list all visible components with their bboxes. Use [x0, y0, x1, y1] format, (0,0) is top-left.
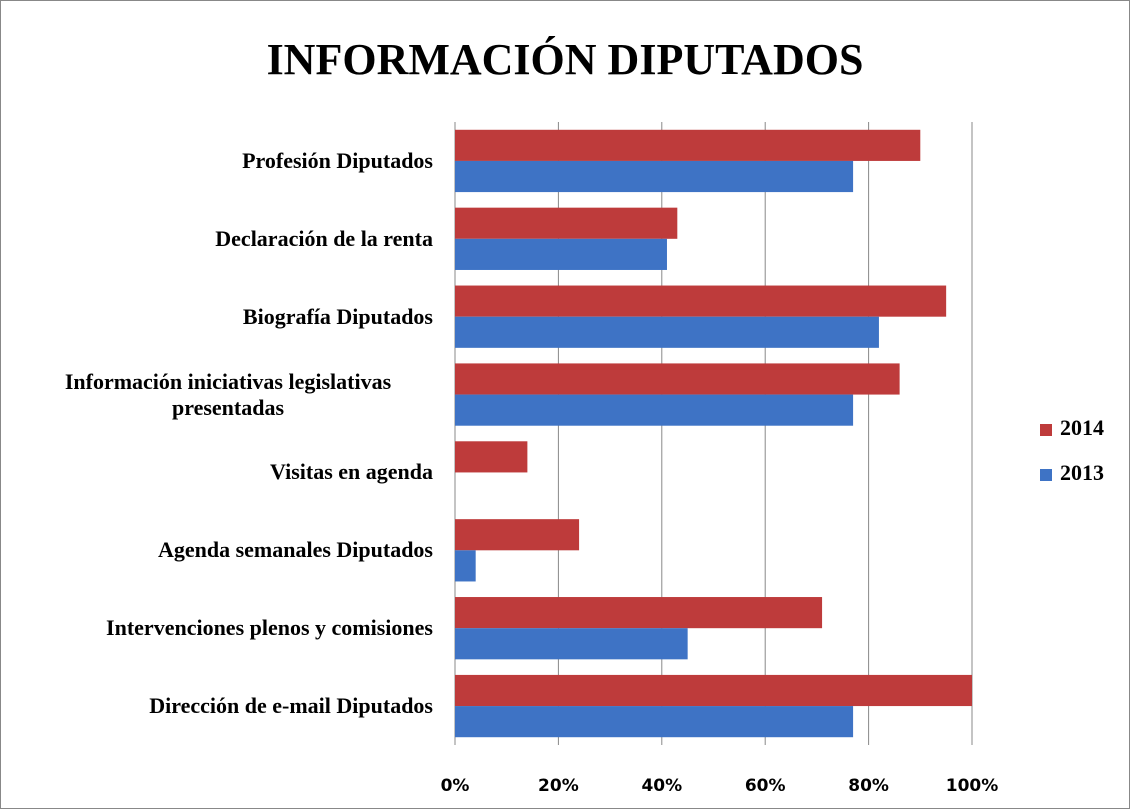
y-tick-label: Agenda semanales Diputados [157, 537, 433, 563]
legend-label: 2013 [1060, 460, 1104, 485]
bar [455, 394, 854, 426]
x-tick-label: 40% [641, 776, 682, 796]
bar [455, 628, 688, 660]
bar [455, 363, 900, 395]
y-tick-label: Intervenciones plenos y comisiones [106, 615, 433, 641]
x-tick-label: 0% [441, 776, 470, 796]
legend-swatch [1040, 469, 1052, 481]
bar [455, 207, 678, 239]
bar [455, 441, 528, 473]
y-tick-label: Dirección de e-mail Diputados [149, 693, 433, 719]
y-tick-label: Información iniciativas legislativas pre… [64, 368, 392, 420]
bar [455, 597, 823, 629]
bar [455, 129, 921, 161]
bar [455, 519, 580, 551]
y-tick-label: Visitas en agenda [270, 459, 433, 485]
x-tick-label: 100% [946, 776, 999, 796]
chart-title: INFORMACIÓN DIPUTADOS [267, 35, 864, 84]
bar [455, 706, 854, 738]
bar [455, 238, 667, 270]
bar [455, 160, 854, 193]
bar [455, 285, 947, 317]
y-tick-label: Biografía Diputados [242, 303, 433, 329]
y-tick-label: Profesión Diputados [242, 147, 433, 173]
x-tick-label: 20% [538, 776, 579, 796]
legend-label: 2014 [1060, 415, 1104, 440]
bar [455, 316, 879, 348]
x-tick-label: 60% [745, 776, 786, 796]
bar [455, 550, 476, 582]
x-tick-label: 80% [848, 776, 889, 796]
legend-swatch [1040, 424, 1052, 436]
bar [455, 674, 972, 707]
y-tick-label: Declaración de la renta [215, 225, 433, 251]
